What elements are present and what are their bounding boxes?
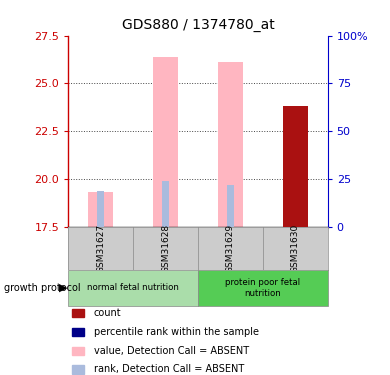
Text: count: count: [94, 308, 121, 318]
Bar: [162, 181, 169, 227]
Text: normal fetal nutrition: normal fetal nutrition: [87, 284, 179, 292]
Text: GSM31628: GSM31628: [161, 224, 170, 273]
Text: ▶: ▶: [58, 283, 67, 293]
Bar: [227, 185, 234, 227]
Title: GDS880 / 1374780_at: GDS880 / 1374780_at: [122, 18, 274, 32]
Bar: [283, 106, 307, 227]
Text: GSM31629: GSM31629: [226, 224, 235, 273]
Text: GSM31630: GSM31630: [291, 224, 300, 273]
Text: growth protocol: growth protocol: [4, 283, 80, 293]
Text: protein poor fetal
nutrition: protein poor fetal nutrition: [225, 278, 300, 297]
Bar: [292, 181, 298, 227]
Bar: [198, 270, 328, 306]
Text: value, Detection Call = ABSENT: value, Detection Call = ABSENT: [94, 346, 249, 355]
Bar: [68, 270, 198, 306]
Bar: [153, 57, 178, 227]
Text: GSM31627: GSM31627: [96, 224, 105, 273]
Bar: [98, 192, 104, 227]
Text: rank, Detection Call = ABSENT: rank, Detection Call = ABSENT: [94, 364, 244, 374]
Bar: [218, 62, 243, 227]
Bar: [283, 106, 307, 227]
Text: percentile rank within the sample: percentile rank within the sample: [94, 327, 259, 337]
Bar: [89, 192, 113, 227]
